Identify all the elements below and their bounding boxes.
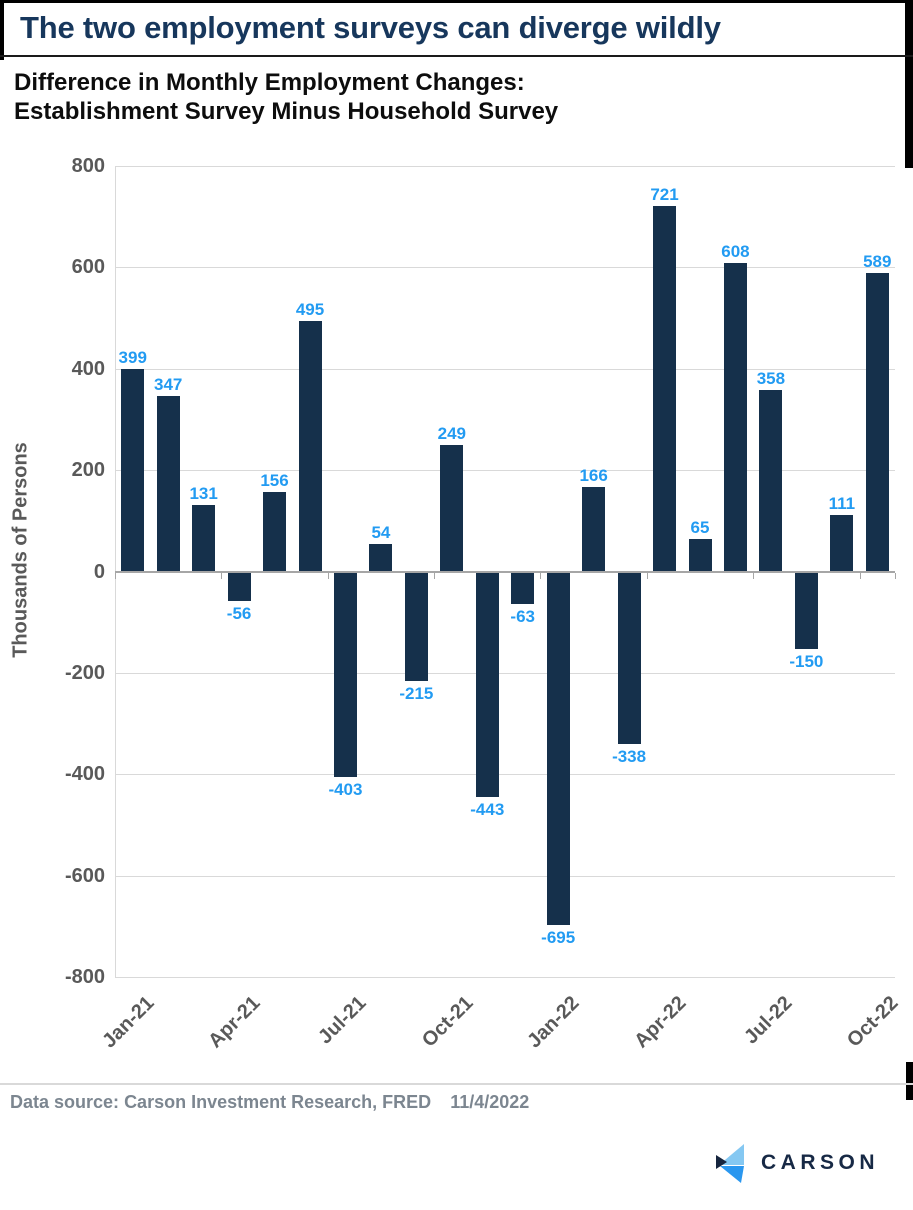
gridline (115, 267, 895, 269)
bar-value-label: 721 (650, 185, 679, 205)
bar-value-label: 65 (690, 517, 710, 537)
bar-Oct-22 (865, 272, 889, 572)
bar-value-label: 111 (828, 494, 856, 514)
y-tick-label: 0 (93, 560, 105, 583)
x-tick-label: Oct-21 (417, 992, 478, 1052)
chart-subtitle-line2: Establishment Survey Minus Household Sur… (14, 98, 559, 125)
x-axis-tick (327, 572, 329, 579)
right-edge-strip-top (905, 0, 913, 168)
y-tick-label: -600 (64, 864, 105, 887)
x-tick-label: Jan-22 (523, 992, 584, 1053)
x-tick-label: Jul-21 (314, 992, 372, 1049)
bar-Jul-21 (333, 572, 357, 777)
bar-Jan-22 (546, 572, 570, 925)
gridline (115, 470, 895, 472)
bar-Jun-22 (723, 263, 747, 572)
gridline (115, 774, 895, 776)
bar-value-label: 54 (371, 523, 391, 543)
x-tick-label: Oct-22 (843, 992, 903, 1052)
bar-value-label: -403 (328, 779, 363, 799)
x-axis-tick (753, 572, 755, 579)
bar-value-label: -215 (399, 684, 434, 704)
x-tick-label: Apr-22 (629, 992, 691, 1053)
carson-logo-text: CARSON (761, 1151, 880, 1174)
bar-Aug-22 (794, 572, 818, 649)
bar-value-label: 589 (863, 251, 892, 271)
bar-value-label: -443 (470, 800, 505, 820)
data-source-date: 11/4/2022 (450, 1092, 530, 1112)
bar-value-label: 249 (437, 424, 466, 444)
bar-value-label: -56 (226, 603, 252, 623)
bar-May-21 (263, 492, 287, 572)
bar-Jan-21 (121, 369, 145, 572)
bar-value-label: 156 (260, 471, 289, 491)
bar-May-22 (688, 538, 712, 572)
bar-Nov-21 (475, 572, 499, 798)
gridline (115, 977, 895, 978)
bar-Jun-21 (298, 320, 322, 572)
x-axis-tick (859, 572, 861, 579)
y-tick-label: 800 (71, 155, 105, 177)
bar-value-label: -150 (789, 651, 824, 671)
data-source-label: Data source: (10, 1092, 120, 1112)
right-edge-strip-bottom (906, 1062, 913, 1100)
x-axis-tick (895, 572, 896, 579)
y-tick-label: -400 (64, 763, 105, 786)
bar-Feb-21 (156, 395, 180, 572)
bar-Sep-22 (830, 515, 854, 572)
x-axis-tick (434, 572, 436, 579)
gridline (115, 368, 895, 370)
chart-subtitle: Difference in Monthly Employment Changes… (14, 68, 558, 126)
y-tick-label: 200 (71, 459, 105, 482)
bar-value-label: 131 (189, 484, 218, 504)
data-source: Data source: Carson Investment Research,… (10, 1092, 529, 1113)
data-source-value: Carson Investment Research, FRED (124, 1092, 432, 1112)
bar-value-label: 166 (579, 466, 608, 486)
x-axis-tick (115, 572, 116, 579)
carson-logo-icon (716, 1144, 744, 1183)
y-tick-label: -800 (64, 966, 105, 988)
bar-value-label: 347 (153, 374, 183, 394)
bar-value-label: 495 (295, 299, 325, 319)
title-underline (0, 55, 913, 57)
bar-Apr-22 (653, 206, 677, 572)
x-axis-tick (540, 572, 542, 579)
bar-value-label: -63 (510, 607, 535, 627)
bar-Feb-22 (582, 487, 606, 572)
gridline (115, 166, 895, 167)
carson-logo: CARSON (716, 1143, 879, 1183)
bar-value-label: 608 (721, 242, 750, 262)
bar-Dec-21 (511, 572, 535, 605)
x-axis-tick (646, 572, 648, 579)
x-tick-label: Jul-22 (740, 992, 797, 1049)
gridline (115, 875, 895, 877)
x-tick-label: Apr-21 (204, 992, 265, 1053)
x-axis-tick (221, 572, 223, 579)
y-tick-label: -200 (64, 661, 105, 684)
top-border (0, 0, 913, 3)
bar-Sep-21 (404, 572, 428, 682)
bar-Aug-21 (369, 544, 393, 572)
bar-Jul-22 (759, 390, 783, 572)
title-left-border (0, 0, 4, 60)
page-title: The two employment surveys can diverge w… (20, 10, 721, 45)
chart-subtitle-line1: Difference in Monthly Employment Changes… (14, 69, 525, 96)
bar-value-label: -695 (541, 927, 576, 947)
footer-divider (0, 1083, 913, 1085)
y-tick-label: 600 (71, 256, 105, 279)
bar-Mar-22 (617, 572, 641, 744)
bar-Mar-21 (192, 505, 216, 572)
y-tick-label: 400 (71, 357, 105, 380)
bar-value-label: 399 (118, 348, 147, 368)
y-axis-title: Thousands of Persons (9, 442, 32, 658)
x-tick-label: Jan-21 (97, 992, 159, 1053)
bar-value-label: 358 (756, 369, 786, 389)
x-axis-line (115, 570, 895, 573)
gridline (115, 672, 895, 674)
bar-Oct-21 (440, 445, 464, 572)
bar-value-label: -338 (612, 746, 647, 766)
bar-Apr-21 (227, 572, 251, 601)
